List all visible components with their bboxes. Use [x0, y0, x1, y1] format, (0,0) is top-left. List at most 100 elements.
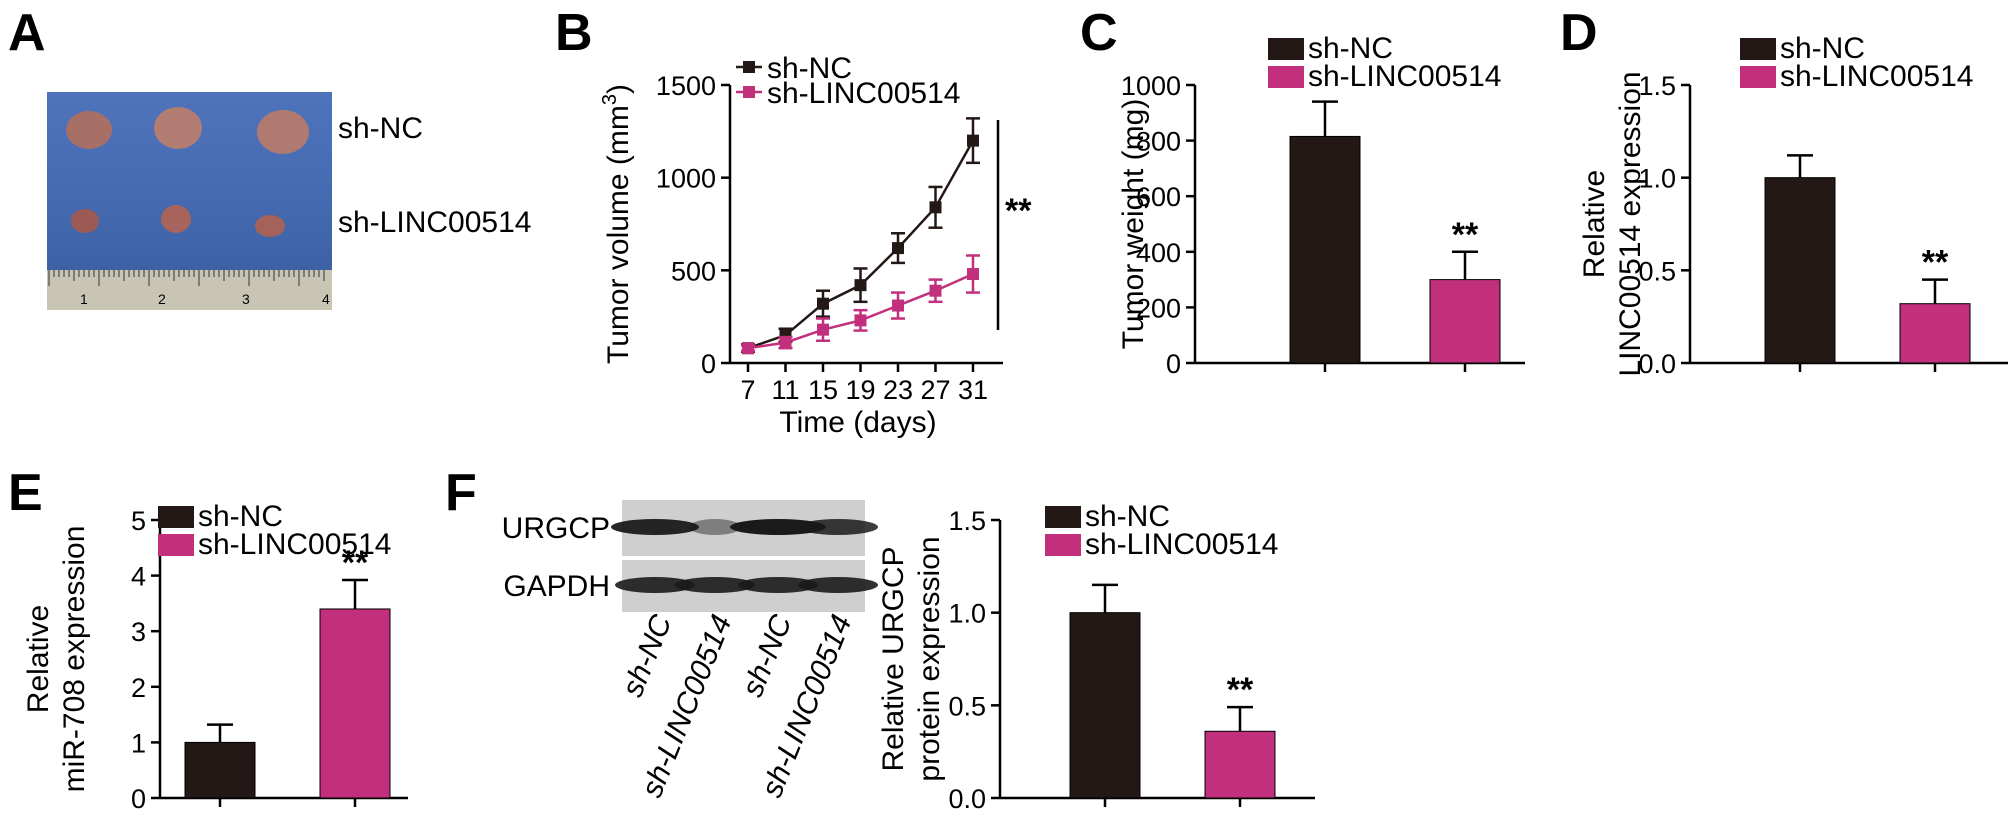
linc00514-expression-chart: 0.0 0.5 1.0 1.5 ** Relative LINC00514 expressi…	[1578, 32, 2008, 379]
legend-swatch-sh-linc00514	[158, 534, 194, 556]
panel-label-e: E	[8, 464, 43, 522]
x-tick-label: 11	[771, 375, 799, 405]
y-tick-label: 3	[131, 617, 146, 647]
data-point	[817, 297, 829, 310]
tumor-linc-1	[71, 209, 99, 233]
tumor-nc-2	[154, 107, 202, 149]
x-tick-label: 31	[958, 375, 988, 405]
bar-sh-nc	[1069, 612, 1141, 799]
significance-marker: **	[1227, 671, 1254, 709]
legend-marker-sh-nc	[743, 61, 755, 73]
band-gapdh	[615, 577, 695, 593]
blot-lane-label-3: sh-NC	[736, 610, 799, 701]
data-point	[929, 201, 942, 214]
y-axis-label-line: Relative	[22, 605, 55, 713]
x-tick-label: 15	[808, 375, 838, 405]
y-tick-label: 1000	[656, 164, 716, 194]
band-gapdh	[798, 577, 878, 593]
photo-label-sh-nc: sh-NC	[338, 112, 423, 145]
y-axis-label-line: protein expression	[913, 536, 946, 781]
photo-label-sh-linc00514: sh-LINC00514	[338, 206, 531, 239]
legend-swatch-sh-nc	[1740, 38, 1776, 60]
bar-sh-linc00514	[1899, 303, 1971, 364]
y-axis-label-line: miR-708 expression	[58, 526, 91, 793]
legend-label-sh-nc: sh-NC	[1085, 500, 1170, 533]
y-tick-label: 1	[131, 728, 146, 758]
western-blot: URGCP GAPDH sh-NC sh-LINC00514 sh-NC sh-…	[502, 500, 878, 802]
x-tick-label: 27	[920, 375, 950, 405]
y-tick-label: 800	[1136, 127, 1181, 157]
y-axis-label: Tumor volume (mm3)	[599, 84, 635, 364]
y-tick-label: 0.5	[1638, 256, 1676, 286]
y-tick-label: 1500	[656, 71, 716, 101]
bar-sh-nc	[184, 741, 256, 799]
y-tick-label: 1000	[1121, 71, 1181, 101]
band-urgcp	[611, 519, 699, 535]
legend-swatch-sh-linc00514	[1740, 66, 1776, 88]
legend-label-sh-nc: sh-NC	[767, 52, 852, 85]
panel-label-a: A	[8, 4, 46, 62]
y-axis-label-line: Relative URGCP	[877, 546, 910, 771]
legend-label-sh-linc00514: sh-LINC00514	[1085, 528, 1278, 561]
data-point	[854, 279, 867, 292]
blot-lane-label-1: sh-NC	[616, 610, 679, 701]
significance-marker: **	[1005, 192, 1032, 230]
ruler-number-3: 3	[242, 291, 250, 307]
y-axis-label-line: Relative	[1578, 170, 1611, 278]
band-urgcp	[730, 519, 826, 535]
legend-label-sh-nc: sh-NC	[1780, 32, 1865, 65]
y-tick-label: 500	[671, 256, 716, 286]
tumor-photo: 1 2 3 4	[47, 92, 332, 310]
y-tick-label: 2	[131, 673, 146, 703]
tumor-weight-chart: 0 200 400 600 800 1000 ** Tumor weight (mg) sh-N…	[1117, 32, 1525, 379]
y-axis-label: Tumor weight (mg)	[1117, 99, 1150, 350]
legend-marker-sh-linc00514	[743, 86, 755, 98]
y-tick-label: 400	[1136, 238, 1181, 268]
panel-label-b: B	[555, 4, 593, 62]
ruler-number-4: 4	[322, 291, 330, 307]
bar-sh-nc	[1289, 135, 1361, 364]
data-point	[892, 242, 904, 255]
y-tick-label: 0	[131, 784, 146, 814]
legend-label-sh-linc00514: sh-LINC00514	[767, 77, 960, 110]
y-tick-label: 0	[1166, 349, 1181, 379]
blot-label-urgcp: URGCP	[502, 512, 610, 545]
y-tick-label: 4	[131, 562, 146, 592]
data-point	[967, 268, 979, 281]
ruler-ticks	[48, 270, 325, 286]
x-tick-label: 19	[845, 375, 875, 405]
blot-label-gapdh: GAPDH	[503, 570, 610, 603]
legend-swatch-sh-linc00514	[1268, 66, 1304, 88]
y-tick-label: 1.5	[1638, 71, 1676, 101]
mir-708-expression-chart: 0 1 2 3 4 5 ** Relative miR-708 expression sh-NCs…	[22, 500, 408, 814]
legend-label-sh-linc00514: sh-LINC00514	[1308, 60, 1501, 93]
y-tick-label: 200	[1136, 293, 1181, 323]
x-axis-label: Time (days)	[779, 406, 936, 439]
bar-sh-linc00514	[1429, 279, 1501, 364]
tumor-linc-2	[161, 205, 191, 233]
y-axis-label-line: LINC00514 expression	[1614, 71, 1647, 376]
legend-swatch-sh-nc	[1268, 38, 1304, 60]
band-urgcp	[689, 519, 741, 535]
band-urgcp	[798, 519, 878, 535]
y-tick-label: 0	[701, 349, 716, 379]
bar-sh-linc00514	[1204, 730, 1276, 799]
bar-sh-nc	[1764, 177, 1836, 364]
panel-label-f: F	[445, 464, 477, 522]
y-tick-label: 600	[1136, 182, 1181, 212]
significance-marker: **	[342, 544, 369, 582]
y-tick-label: 1.0	[1638, 164, 1676, 194]
panel-label-d: D	[1560, 4, 1598, 62]
urgcp-protein-chart: 0.0 0.5 1.0 1.5 ** Relative URGCP protein expr…	[877, 500, 1315, 814]
band-gapdh	[675, 577, 755, 593]
legend-label-sh-nc: sh-NC	[198, 500, 283, 533]
legend-swatch-sh-nc	[158, 506, 194, 528]
significance-marker: **	[1452, 216, 1479, 254]
data-point	[854, 314, 867, 327]
band-gapdh	[738, 577, 818, 593]
legend-swatch-sh-nc	[1045, 506, 1081, 528]
panel-label-c: C	[1080, 4, 1118, 62]
ruler-number-1: 1	[80, 291, 88, 307]
data-point	[742, 342, 754, 355]
y-tick-label: 0.0	[1638, 349, 1676, 379]
